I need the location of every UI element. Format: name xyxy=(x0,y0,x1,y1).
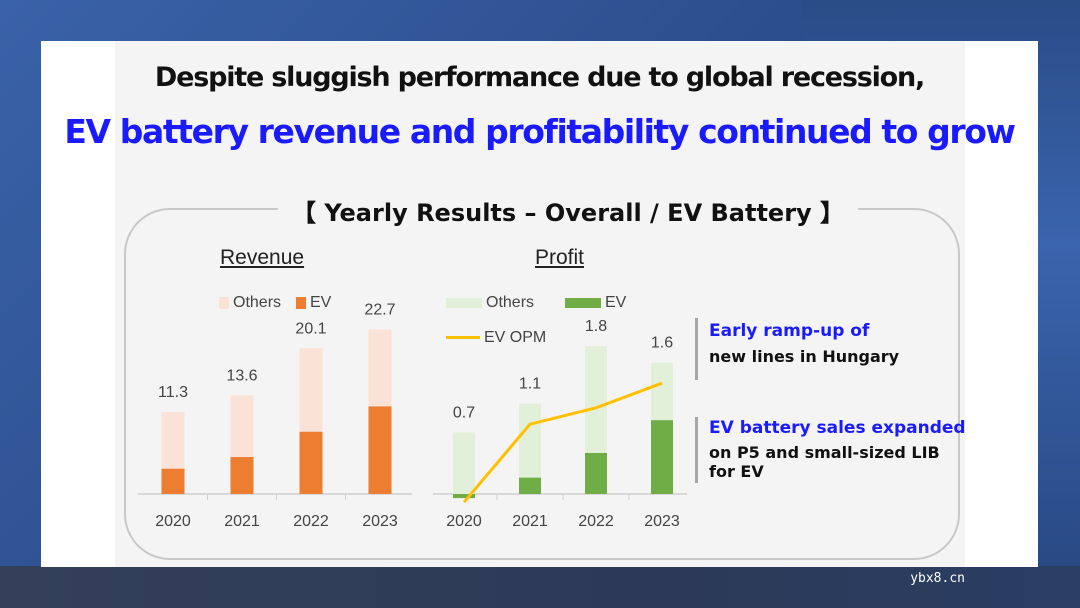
note-1-bar xyxy=(695,318,698,380)
revenue-total-label: 20.1 xyxy=(295,320,326,337)
revenue-bar-others-2021 xyxy=(230,395,254,458)
note-2-line-2: for EV xyxy=(709,462,764,481)
revenue-category-label: 2020 xyxy=(155,513,191,530)
profit-category-label: 2022 xyxy=(578,513,614,530)
profit-legend-opm: EV OPM xyxy=(446,329,546,347)
revenue-bar-ev-2022 xyxy=(299,431,323,494)
revenue-legend-others-label: Others xyxy=(233,294,282,311)
profit-total-label: 1.6 xyxy=(651,335,673,352)
revenue-bar-others-2022 xyxy=(299,348,323,432)
profit-bar-ev-2021 xyxy=(519,477,541,494)
profit-legend-others-swatch xyxy=(446,297,482,308)
profit-category-label: 2023 xyxy=(644,513,680,530)
revenue-bar-ev-2023 xyxy=(368,406,392,494)
revenue-legend-ev-swatch xyxy=(296,296,306,309)
profit-legend-opm-label: EV OPM xyxy=(484,329,547,346)
revenue-legend-others-swatch xyxy=(219,296,229,309)
profit-bar-ev-2020 xyxy=(453,494,475,499)
profit-legend-ev-swatch xyxy=(565,297,601,308)
profit-category-label: 2020 xyxy=(446,513,482,530)
revenue-chart: 11.3 2020 13.6 2021 20.1 2022 22.7 2023 xyxy=(138,301,412,530)
profit-legend-others: Others xyxy=(446,294,534,312)
background-accent-bottom xyxy=(0,566,1080,608)
note-1-heading: Early ramp-up of xyxy=(709,321,870,341)
profit-legend-opm-swatch xyxy=(446,336,480,340)
revenue-bar-others-2020 xyxy=(161,412,185,469)
revenue-total-label: 22.7 xyxy=(364,301,395,318)
profit-total-label: 0.7 xyxy=(453,404,475,421)
revenue-category-label: 2023 xyxy=(362,513,398,530)
revenue-chart-title: Revenue xyxy=(220,246,305,269)
profit-bar-others-2022 xyxy=(585,346,607,453)
profit-bar-ev-2023 xyxy=(651,420,673,494)
profit-chart-title: Profit xyxy=(535,246,585,269)
profit-category-label: 2021 xyxy=(512,513,548,530)
profit-ev-opm-line xyxy=(462,381,663,504)
note-1-line-1: new lines in Hungary xyxy=(709,347,900,366)
revenue-bar-ev-2021 xyxy=(230,457,254,494)
revenue-bar-others-2023 xyxy=(368,329,392,407)
revenue-total-label: 13.6 xyxy=(226,367,257,384)
revenue-legend-others: Others xyxy=(219,294,281,312)
headline-line-1: Despite sluggish performance due to glob… xyxy=(154,62,925,93)
revenue-category-label: 2021 xyxy=(224,513,260,530)
profit-bar-others-2023 xyxy=(651,362,673,421)
profit-legend-others-label: Others xyxy=(486,294,535,311)
note-2-heading: EV battery sales expanded xyxy=(709,418,966,438)
profit-bar-others-2020 xyxy=(453,432,475,494)
revenue-bar-ev-2020 xyxy=(161,468,185,494)
note-2-bar xyxy=(695,417,698,483)
profit-bar-ev-2022 xyxy=(585,452,607,494)
note-2-line-1: on P5 and small-sized LIB xyxy=(709,443,940,462)
profit-legend-ev: EV xyxy=(565,294,626,312)
revenue-category-label: 2022 xyxy=(293,513,329,530)
profit-bar-others-2021 xyxy=(519,403,541,478)
profit-total-label: 1.1 xyxy=(519,376,541,393)
watermark: ybx8.cn xyxy=(910,571,965,586)
revenue-total-label: 11.3 xyxy=(158,384,188,401)
profit-legend-ev-label: EV xyxy=(605,294,627,311)
profit-chart: 0.7 2020 1.1 2021 1.8 2022 1.6 2023 xyxy=(433,318,687,530)
profit-total-label: 1.8 xyxy=(585,318,607,335)
headline-line-2: EV battery revenue and profitability con… xyxy=(64,112,1016,151)
revenue-legend-ev-label: EV xyxy=(310,294,332,311)
revenue-legend-ev: EV xyxy=(296,294,331,312)
section-title: 【 Yearly Results – Overall / EV Battery … xyxy=(278,193,859,228)
